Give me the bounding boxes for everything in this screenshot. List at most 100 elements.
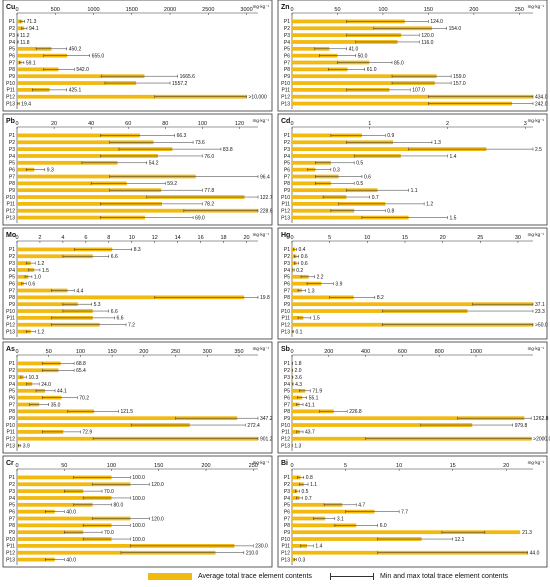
value-label: 7.2 [128,323,135,329]
bar-p8 [17,181,127,186]
bar-p2 [292,26,433,31]
category-label: P13 [6,443,15,449]
bar-p9 [17,188,162,193]
category-label: P8 [284,523,290,529]
x-tick-label: 20 [440,235,446,241]
category-label: P3 [9,261,15,267]
legend-range: Min and max total trace element contents [330,573,508,580]
bar-p7 [292,60,370,65]
x-tick-label: 0 [290,235,293,241]
x-tick-label: 20 [243,235,249,241]
x-tick-label: 12 [152,235,158,241]
value-label: 1.2 [37,329,44,335]
category-label: P11 [281,544,290,550]
bar-p13 [292,101,513,106]
category-label: P4 [284,40,290,46]
category-label: P9 [9,302,15,308]
x-tick-label: 200 [469,7,478,13]
category-label: P13 [6,557,15,563]
category-label: P8 [284,67,290,73]
x-tick-label: 50 [334,7,340,13]
value-label: 6.6 [111,309,118,315]
value-label: 2.5 [535,147,542,153]
category-label: P10 [281,423,290,429]
x-tick-label: 0 [290,349,293,355]
bar-p5 [292,46,330,51]
value-label: 347.2 [260,416,273,422]
bar-p9 [17,302,78,307]
bar-p6 [17,509,55,514]
x-tick-label: 250 [515,7,524,13]
category-label: P4 [9,268,15,274]
bar-p13 [17,329,31,334]
unit-label: mg·kg⁻¹ [253,346,270,351]
x-tick-label: 200 [139,349,148,355]
value-label: 77.8 [204,188,214,194]
legend-average-swatch [148,573,192,580]
value-label: 41.1 [305,402,315,408]
bar-p2 [17,26,25,31]
chart-panel-zn: Zn mg·kg⁻¹ 0 50 100 150 200 250 P1 124.0 P2 154.0 P3… [277,0,548,112]
bar-p10 [17,81,137,85]
value-label: >2000.0 [533,437,550,443]
unit-label: mg·kg⁻¹ [253,118,270,123]
value-label: 0.1 [296,329,303,335]
category-label: P6 [9,281,15,287]
bar-p1 [292,133,362,138]
value-label: 7.7 [401,509,408,515]
x-tick-label: 300 [203,349,212,355]
value-label: 1262.8 [533,416,549,422]
x-tick-label: 1000 [87,7,99,13]
x-tick-label: 2 [38,235,41,241]
x-tick-label: 30 [515,235,521,241]
bar-p10 [292,537,422,541]
value-label: 11.2 [20,33,30,39]
bar-p7 [17,402,40,407]
value-label: 2.2 [317,275,324,281]
category-label: P10 [6,309,15,315]
bar-p3 [17,375,24,379]
bar-p7 [17,288,68,293]
x-tick-label: 20 [503,463,509,469]
bar-p3 [292,489,298,493]
value-label: 0.3 [333,167,340,173]
category-label: P9 [9,530,15,536]
category-label: P4 [284,496,290,502]
bar-p2 [17,482,131,487]
category-label: P11 [6,88,15,94]
category-label: P12 [6,551,15,557]
bar-p5 [17,160,118,165]
value-label: 272.4 [247,423,260,429]
bar-p8 [292,295,354,300]
category-label: P12 [281,209,290,215]
category-label: P1 [9,19,15,25]
x-tick-label: 0 [15,235,18,241]
value-label: 226.8 [349,409,362,415]
value-label: 70.0 [104,530,114,536]
value-label: 100.0 [132,496,145,502]
value-label: 37.1 [535,302,545,308]
value-label: 120.0 [151,482,164,488]
value-label: 1.5 [42,268,49,274]
value-label: 70.0 [104,489,114,495]
value-label: 979.8 [515,423,528,429]
unit-label: mg·kg⁻¹ [528,346,545,351]
category-label: P12 [6,437,15,443]
value-label: >50.0 [535,323,548,329]
category-label: P7 [284,174,290,180]
value-label: 4.4 [76,288,83,294]
bar-p12 [17,550,216,555]
bar-p5 [17,46,52,51]
value-label: 1.3 [294,443,301,449]
category-label: P7 [284,516,290,522]
category-label: P1 [284,475,290,481]
category-label: P3 [284,33,290,39]
value-label: 66.3 [177,133,187,139]
value-label: 1.2 [426,202,433,208]
bar-p4 [17,154,158,158]
legend: Average total trace element contents Min… [0,571,550,587]
category-label: P6 [9,509,15,515]
value-label: 1.1 [310,482,317,488]
category-label: P9 [284,530,290,536]
chart-panel-cu: Cu mg·kg⁻¹ 0 500 1000 1500 2000 2500 3000 P1 71.3 P… [2,0,273,112]
